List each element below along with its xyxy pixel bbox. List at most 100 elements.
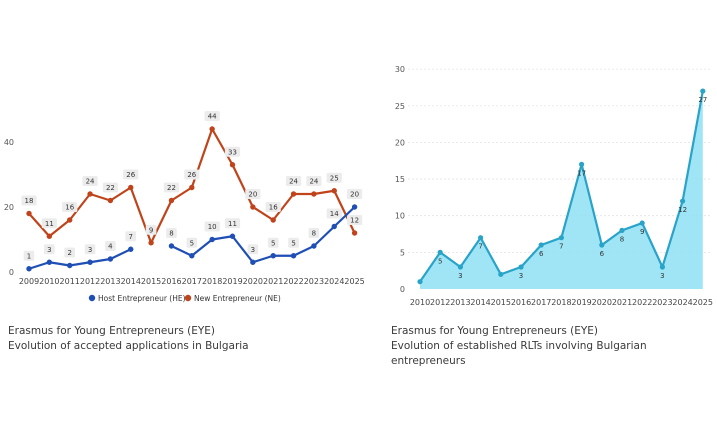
data-label-bg (62, 202, 78, 212)
data-label: 8 (620, 235, 624, 243)
data-label-bg (224, 218, 241, 229)
right-chart-caption: Erasmus for Young Entrepreneurs (EYE) Ev… (391, 324, 717, 369)
x-tick-label: 2025 (693, 298, 713, 307)
data-point (270, 253, 276, 259)
data-point (351, 204, 358, 210)
data-label: 24 (309, 178, 318, 186)
data-label: 8 (312, 230, 316, 238)
legend-label-he: Host Entrepreneur (HE) (98, 294, 186, 303)
data-point (351, 230, 358, 236)
data-point (250, 259, 256, 265)
data-label: 3 (47, 246, 51, 254)
data-point (107, 256, 114, 262)
left-caption-line1: Erasmus for Young Entrepreneurs (EYE) (8, 325, 216, 337)
data-label: 5 (291, 239, 295, 247)
data-label: 1 (27, 252, 31, 260)
x-tick-label: 2013 (100, 277, 120, 286)
data-point (148, 240, 154, 246)
y-tick-label: 0 (9, 268, 14, 277)
data-label-bg (64, 247, 75, 258)
data-point (599, 242, 605, 248)
data-point (538, 242, 544, 248)
x-tick-label: 2016 (511, 298, 531, 307)
data-label: 4 (108, 243, 113, 251)
data-label: 16 (269, 204, 278, 212)
data-label-bg (326, 172, 342, 183)
data-label: 6 (600, 250, 605, 258)
data-point (290, 253, 297, 259)
data-label-bg (41, 218, 57, 229)
data-label: 8 (169, 230, 173, 238)
data-point (209, 236, 215, 243)
y-tick-label: 20 (4, 203, 14, 212)
data-point (107, 197, 114, 204)
data-label-bg (105, 241, 116, 251)
data-label: 33 (228, 148, 237, 156)
y-tick-label: 25 (395, 102, 405, 111)
data-label: 11 (228, 220, 237, 228)
data-label-bg (145, 224, 157, 235)
data-point (229, 233, 236, 239)
data-label: 12 (350, 217, 359, 225)
data-label: 2 (67, 249, 71, 257)
data-point (437, 249, 443, 255)
x-tick-label: 2016 (161, 277, 181, 286)
data-point (250, 204, 256, 210)
data-label-bg (247, 244, 259, 255)
legend-label-ne: New Entrepreneur (NE) (194, 294, 281, 303)
y-tick-label: 0 (400, 285, 405, 294)
data-label: 5 (271, 239, 275, 247)
data-label: 20 (350, 191, 359, 199)
x-tick-label: 2018 (202, 277, 222, 286)
data-point (168, 197, 175, 204)
legend-marker-he (88, 294, 96, 302)
data-label-bg (21, 195, 37, 206)
data-label: 26 (187, 171, 196, 179)
data-label-bg (204, 221, 220, 232)
x-tick-label: 2024 (672, 298, 692, 307)
right-caption-line1: Erasmus for Young Entrepreneurs (EYE) (391, 325, 599, 337)
data-point (659, 264, 666, 270)
data-point (311, 191, 317, 197)
data-point (87, 259, 93, 265)
data-point (209, 126, 215, 132)
x-tick-label: 2012 (430, 298, 450, 307)
data-label: 20 (248, 191, 257, 199)
x-tick-label: 2020 (243, 277, 263, 286)
data-label-bg (224, 146, 241, 157)
data-point (558, 235, 565, 241)
data-label: 22 (167, 184, 176, 192)
data-label: 3 (88, 246, 92, 254)
data-label-bg (306, 176, 322, 186)
data-label-bg (265, 202, 281, 212)
data-label-bg (308, 228, 320, 238)
data-point (478, 235, 484, 241)
x-tick-label: 2010 (39, 277, 59, 286)
y-tick-label: 15 (395, 175, 405, 184)
data-label: 24 (289, 178, 298, 186)
series-line (170, 206, 356, 264)
data-point (270, 217, 276, 223)
y-tick-label: 10 (395, 212, 405, 221)
x-tick-label: 2011 (60, 277, 80, 286)
data-label-bg (326, 208, 342, 219)
data-label-bg (82, 176, 98, 186)
data-label: 26 (126, 171, 135, 179)
x-tick-label: 2024 (324, 277, 344, 286)
data-label: 11 (45, 220, 54, 228)
data-label-bg (267, 237, 279, 248)
data-point (331, 223, 337, 230)
x-tick-label: 2017 (531, 298, 551, 307)
data-point (128, 246, 134, 252)
x-tick-label: 2009 (19, 277, 39, 286)
y-tick-label: 30 (395, 65, 405, 74)
data-label: 7 (129, 233, 133, 241)
data-label: 5 (190, 239, 194, 247)
data-label: 22 (106, 184, 115, 192)
x-tick-label: 2022 (632, 298, 652, 307)
data-label: 27 (698, 96, 707, 104)
x-tick-label: 2019 (571, 298, 591, 307)
data-point (498, 271, 504, 277)
data-label: 3 (251, 246, 255, 254)
